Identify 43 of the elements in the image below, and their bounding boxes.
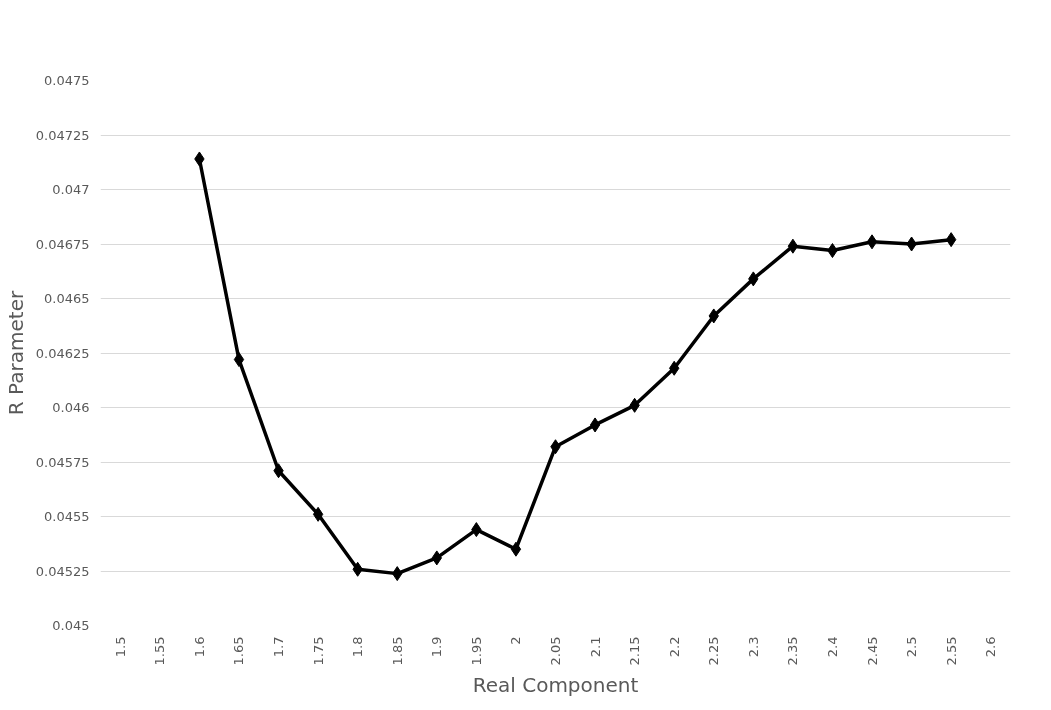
x-tick-label: 2.4 [824, 636, 840, 658]
x-tick-label: 2.6 [983, 636, 999, 658]
y-tick-label: 0.04725 [35, 127, 90, 143]
y-tick-label: 0.045 [52, 618, 90, 633]
point [589, 417, 601, 433]
y-tick-label: 0.046 [52, 400, 90, 415]
x-tick-label: 1.55 [152, 636, 168, 666]
x-tick-label: 2.25 [706, 636, 722, 666]
point [787, 238, 799, 254]
y-axis-title: R Parameter [3, 290, 28, 416]
x-tick-label: 2.15 [627, 636, 643, 666]
y-tick-label: 0.04675 [35, 236, 90, 252]
point [510, 541, 522, 557]
x-tick-label: 1.65 [231, 636, 247, 666]
y-tick-label: 0.047 [52, 182, 90, 197]
x-tick-label: 2.2 [666, 636, 682, 658]
y-tick-label: 0.0475 [44, 73, 90, 88]
x-tick-label: 2.3 [745, 636, 761, 658]
x-tick-label: 2.1 [587, 636, 603, 658]
x-tick-label: 2.5 [904, 636, 920, 658]
x-tick-label: 2.55 [943, 636, 959, 666]
x-tick-label: 1.6 [191, 636, 207, 658]
x-tick-label: 1.8 [350, 636, 366, 658]
x-tick-label: 2 [508, 636, 524, 645]
y-tick-label: 0.04525 [35, 563, 90, 579]
x-tick-label: 1.95 [468, 636, 484, 666]
y-tick-label: 0.04625 [35, 345, 90, 361]
x-tick-label: 1.75 [310, 636, 326, 666]
x-tick-label: 1.7 [271, 636, 287, 658]
x-tick-label: 2.05 [548, 636, 563, 666]
point [866, 234, 878, 250]
y-tick-label: 0.0465 [44, 291, 90, 306]
y-tick-label: 0.0455 [44, 509, 90, 524]
x-tick-label: 2.35 [785, 636, 801, 666]
point [945, 232, 957, 248]
x-axis-title: Real Component [472, 673, 639, 698]
x-tick-label: 1.9 [429, 636, 445, 658]
x-tick-label: 1.5 [112, 636, 128, 658]
x-tick-label: 2.45 [864, 636, 880, 666]
point [312, 506, 324, 522]
point [233, 352, 245, 368]
x-tick-label: 1.85 [389, 636, 405, 666]
y-tick-label: 0.04575 [35, 454, 90, 470]
